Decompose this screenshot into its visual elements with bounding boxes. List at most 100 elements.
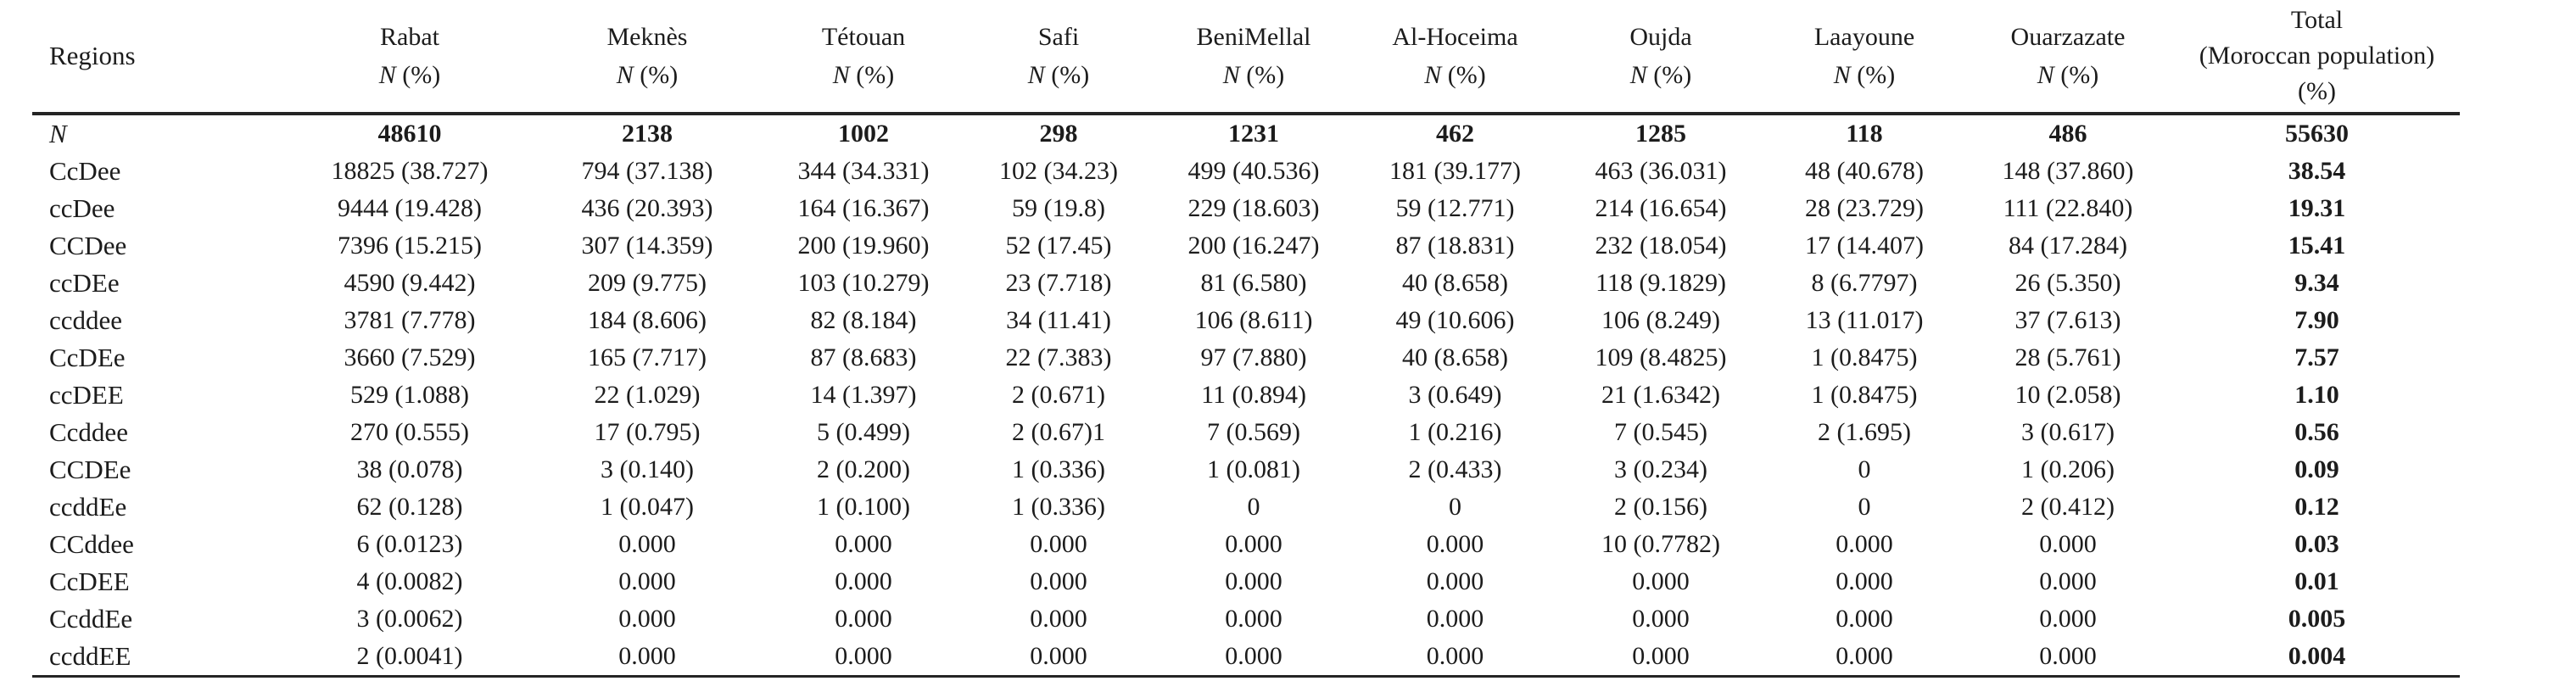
table-cell: 499 (40.536) bbox=[1187, 157, 1320, 185]
row-label: CCddee bbox=[49, 529, 134, 559]
table-cell: 232 (18.054) bbox=[1595, 232, 1727, 260]
column-header-ouarzazate: Ouarzazate N (%) bbox=[1962, 0, 2174, 115]
total-cell: 9.34 bbox=[2294, 269, 2339, 297]
table-cell: 1 (0.216) bbox=[1408, 418, 1502, 446]
total-cell: 0.005 bbox=[2288, 605, 2346, 633]
column-title: Rabat bbox=[380, 23, 439, 51]
table-row-ccddee: Ccddee 270 (0.555) 17 (0.795) 5 (0.499) 2 (0… bbox=[32, 414, 2460, 451]
table-cell: 18825 (38.727) bbox=[331, 157, 489, 185]
table-cell: 1 (0.206) bbox=[2021, 455, 2115, 483]
percent-symbol: (%) bbox=[402, 61, 441, 89]
total-cell: 0.12 bbox=[2294, 493, 2339, 521]
table-cell: 1285 bbox=[1635, 120, 1686, 148]
column-header-oujda: Oujda N (%) bbox=[1555, 0, 1767, 115]
total-cell: 1.10 bbox=[2294, 381, 2339, 409]
percent-symbol: (%) bbox=[2060, 61, 2099, 89]
table-cell: 2 (0.0041) bbox=[356, 642, 463, 670]
table-cell: 7 (0.569) bbox=[1207, 418, 1300, 446]
table-cell: 1 (0.8475) bbox=[1811, 381, 1918, 409]
table-row-ccdee: CcDEE 4 (0.0082) 0.000 0.000 0.000 0.000 0.000… bbox=[32, 563, 2460, 600]
column-header-t-touan: Tétouan N (%) bbox=[762, 0, 965, 115]
table-cell: 0.000 bbox=[1426, 642, 1484, 670]
column-title: Tétouan bbox=[821, 23, 906, 51]
table-cell: 1 (0.100) bbox=[817, 493, 910, 521]
percent-symbol: (%) bbox=[1857, 61, 1896, 89]
table-cell: 529 (1.088) bbox=[350, 381, 469, 409]
table-cell: 3781 (7.778) bbox=[344, 306, 476, 334]
percent-symbol: (%) bbox=[640, 61, 679, 89]
row-label: CCDee bbox=[49, 231, 127, 260]
table-cell: 229 (18.603) bbox=[1187, 194, 1320, 222]
table-cell: 0.000 bbox=[1836, 605, 1893, 633]
table-cell: 307 (14.359) bbox=[581, 232, 713, 260]
total-cell: 0.56 bbox=[2294, 418, 2339, 446]
table-cell: 0.000 bbox=[835, 567, 892, 595]
total-cell: 0.004 bbox=[2288, 642, 2346, 670]
total-header-line: (Moroccan population) bbox=[2199, 42, 2435, 70]
table-row-ccdee: ccDEe 4590 (9.442) 209 (9.775) 103 (10.279)… bbox=[32, 265, 2460, 302]
table-cell: 5 (0.499) bbox=[817, 418, 910, 446]
row-label: ccDee bbox=[49, 193, 115, 223]
table-row-ccdee: CcDEe 3660 (7.529) 165 (7.717) 87 (8.683) 22… bbox=[32, 339, 2460, 377]
table-cell: 2 (0.671) bbox=[1012, 381, 1105, 409]
table-cell: 0.000 bbox=[1426, 567, 1484, 595]
table-cell: 463 (36.031) bbox=[1595, 157, 1727, 185]
row-label: CcDee bbox=[49, 156, 121, 186]
table-cell: 0.000 bbox=[1030, 605, 1087, 633]
table-cell: 10 (2.058) bbox=[2014, 381, 2121, 409]
table-cell: 13 (11.017) bbox=[1805, 306, 1924, 334]
row-label: ccDEE bbox=[49, 380, 124, 410]
table-cell: 17 (0.795) bbox=[594, 418, 701, 446]
percent-symbol: (%) bbox=[1447, 61, 1486, 89]
table-cell: 0.000 bbox=[1030, 567, 1087, 595]
table-cell: 0.000 bbox=[1030, 642, 1087, 670]
total-cell: 15.41 bbox=[2288, 232, 2346, 260]
genotype-region-frequency-table: Regions Rabat N (%) Meknès N (%) Tétouan N (%)… bbox=[32, 0, 2460, 678]
total-cell: 55630 bbox=[2285, 120, 2349, 148]
column-header-safi: Safi N (%) bbox=[965, 0, 1152, 115]
table-cell: 0.000 bbox=[2039, 567, 2097, 595]
column-subtitle: N (%) bbox=[762, 56, 965, 94]
table-row-ccddee: CCddee 6 (0.0123) 0.000 0.000 0.000 0.000 0.00… bbox=[32, 526, 2460, 563]
row-label: ccDEe bbox=[49, 268, 120, 298]
row-label: Ccddee bbox=[49, 417, 128, 447]
total-cell: 7.57 bbox=[2294, 343, 2339, 371]
table-cell: 462 bbox=[1436, 120, 1474, 148]
column-header-laayoune: Laayoune N (%) bbox=[1767, 0, 1962, 115]
table-cell: 0 bbox=[1449, 493, 1461, 521]
table-cell: 48 (40.678) bbox=[1805, 157, 1924, 185]
table-cell: 118 (9.1829) bbox=[1595, 269, 1726, 297]
table-cell: 48610 bbox=[377, 120, 442, 148]
total-header-line: Total bbox=[2290, 6, 2344, 34]
table-row-ccddee: CcddEe 3 (0.0062) 0.000 0.000 0.000 0.000 0.00… bbox=[32, 600, 2460, 638]
table-cell: 0.000 bbox=[1836, 530, 1893, 558]
percent-symbol: (%) bbox=[1246, 61, 1285, 89]
table-cell: 102 (34.23) bbox=[999, 157, 1118, 185]
n-symbol: N bbox=[2037, 61, 2054, 89]
table-cell: 28 (23.729) bbox=[1805, 194, 1924, 222]
table-cell: 3660 (7.529) bbox=[344, 343, 476, 371]
table-cell: 7396 (15.215) bbox=[338, 232, 482, 260]
percent-symbol: (%) bbox=[1051, 61, 1090, 89]
table-cell: 3 (0.234) bbox=[1614, 455, 1707, 483]
table-cell: 40 (8.658) bbox=[1402, 269, 1508, 297]
table-cell: 0.000 bbox=[835, 530, 892, 558]
table-row-ccddee: ccddEE 2 (0.0041) 0.000 0.000 0.000 0.000 0.00… bbox=[32, 638, 2460, 677]
table-cell: 3 (0.140) bbox=[601, 455, 694, 483]
table-cell: 0.000 bbox=[835, 605, 892, 633]
n-symbol: N bbox=[1424, 61, 1442, 89]
table-cell: 106 (8.611) bbox=[1194, 306, 1313, 334]
table-cell: 2 (0.67)1 bbox=[1012, 418, 1105, 446]
table-body: N 48610 2138 1002 298 1231 462 1285 118 486 55630 C… bbox=[32, 114, 2460, 677]
table-cell: 52 (17.45) bbox=[1005, 232, 1112, 260]
column-header-regions: Regions bbox=[32, 0, 287, 115]
table-cell: 3 (0.649) bbox=[1408, 381, 1502, 409]
column-subtitle: N (%) bbox=[1355, 56, 1555, 94]
column-header-benimellal: BeniMellal N (%) bbox=[1152, 0, 1355, 115]
table-cell: 87 (8.683) bbox=[810, 343, 917, 371]
column-subtitle: N (%) bbox=[1962, 56, 2174, 94]
table-cell: 486 bbox=[2048, 120, 2087, 148]
table-row-ccddee: ccddEe 62 (0.128) 1 (0.047) 1 (0.100) 1 (0.3… bbox=[32, 488, 2460, 526]
table-cell: 8 (6.7797) bbox=[1811, 269, 1918, 297]
